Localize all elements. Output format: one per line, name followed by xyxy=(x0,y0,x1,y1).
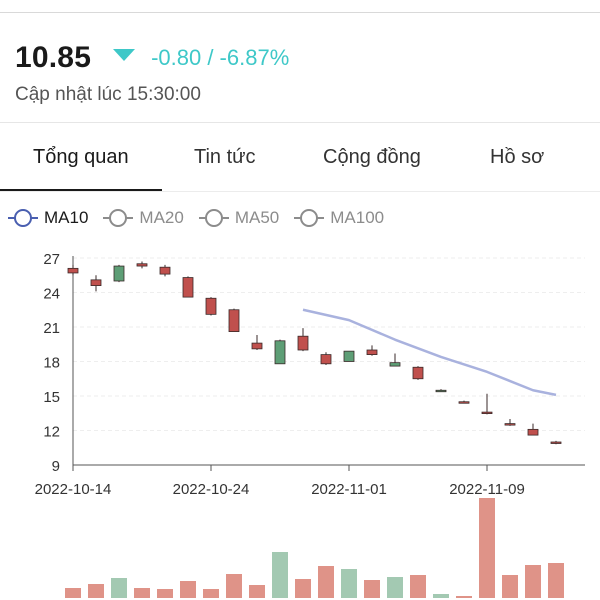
candle-body xyxy=(205,297,217,315)
tab-news[interactable]: Tin tức xyxy=(194,146,256,168)
volume-bar xyxy=(134,588,150,598)
y-tick-label: 21 xyxy=(43,320,60,337)
volume-bar xyxy=(295,579,311,598)
legend-marker-icon xyxy=(198,208,229,228)
volume-bar xyxy=(157,589,173,598)
tab-active-indicator xyxy=(0,189,162,192)
legend-label: MA20 xyxy=(139,208,184,227)
price-row: 10.85 -0.80 / -6.87% xyxy=(15,38,289,78)
tab-community[interactable]: Cộng đồng xyxy=(323,146,421,168)
header-divider xyxy=(0,122,600,123)
legend-marker-icon xyxy=(294,208,325,228)
price-change: -0.80 / -6.87% xyxy=(151,45,290,70)
price-chart[interactable]: 27 24 21 18 15 12 9 2022-10-14 2022-10-24 2022-11… xyxy=(0,240,600,600)
y-tick-label: 18 xyxy=(43,355,60,372)
volume-bar xyxy=(65,588,81,598)
down-arrow-icon xyxy=(113,49,136,61)
ma-legend: MA10 MA20 MA50 MA100 xyxy=(8,205,399,231)
candle-body xyxy=(550,441,562,444)
volume-bar xyxy=(548,563,564,598)
candle-body xyxy=(343,350,355,362)
volume-bar xyxy=(479,498,495,598)
legend-ma50[interactable]: MA50 xyxy=(198,208,280,228)
candle-body xyxy=(527,428,539,436)
legend-marker-icon xyxy=(103,208,134,228)
candle-body xyxy=(274,340,286,365)
ma10-line xyxy=(302,308,557,397)
legend-label: MA10 xyxy=(44,208,89,227)
legend-ma20[interactable]: MA20 xyxy=(103,208,184,228)
candle-body xyxy=(113,265,125,282)
y-tick-label: 12 xyxy=(43,424,60,441)
candle-body xyxy=(182,277,194,298)
volume-bar xyxy=(111,578,127,598)
volume-bar xyxy=(226,574,242,598)
legend-label: MA50 xyxy=(234,208,280,227)
x-tick-label: 2022-10-24 xyxy=(173,481,250,498)
volume-bar xyxy=(88,584,104,598)
volume-bar xyxy=(433,594,449,598)
candle-body xyxy=(320,354,332,365)
legend-label: MA100 xyxy=(330,208,385,227)
volume-bar xyxy=(502,575,518,598)
tab-overview[interactable]: Tổng quan xyxy=(33,146,129,168)
top-divider xyxy=(0,12,600,13)
x-tick-label: 2022-11-01 xyxy=(311,481,387,498)
legend-marker-icon xyxy=(8,208,38,228)
volume-bar xyxy=(249,585,265,598)
candle-body xyxy=(389,362,401,367)
x-tick-label: 2022-10-14 xyxy=(35,481,112,498)
candle-body xyxy=(136,263,148,267)
candle-body xyxy=(67,267,79,274)
candle-body xyxy=(435,389,447,393)
candle-body xyxy=(90,279,102,286)
tab-profile[interactable]: Hồ sơ xyxy=(490,146,545,168)
volume-bar xyxy=(203,589,219,598)
volume-bar xyxy=(272,552,288,598)
legend-ma100[interactable]: MA100 xyxy=(294,208,384,228)
candle-body xyxy=(481,411,493,415)
y-tick-label: 24 xyxy=(43,286,60,303)
x-tick-label: 2022-11-09 xyxy=(449,481,525,498)
tab-bar: Tổng quan Tin tức Cộng đồng Hồ sơ xyxy=(0,124,600,192)
updated-time: Cập nhật lúc 15:30:00 xyxy=(15,84,201,105)
volume-bar xyxy=(364,580,380,598)
volume-bar xyxy=(387,577,403,598)
volume-bar xyxy=(180,581,196,598)
candle-body xyxy=(458,401,470,404)
tabs-divider xyxy=(0,191,600,192)
y-tick-label: 15 xyxy=(43,389,60,406)
candle-body xyxy=(412,366,424,380)
volume-bar xyxy=(410,575,426,598)
volume-bar xyxy=(525,565,541,598)
candle-body xyxy=(366,349,378,355)
volume-bar xyxy=(318,566,334,598)
volume-bar xyxy=(456,596,472,598)
candle-body xyxy=(159,266,171,275)
candle-body xyxy=(251,342,263,350)
current-price: 10.85 xyxy=(15,41,92,74)
y-tick-label: 27 xyxy=(43,251,60,268)
legend-ma10[interactable]: MA10 xyxy=(8,208,88,228)
candle-body xyxy=(297,335,309,351)
volume-bar xyxy=(341,569,357,598)
candle-body xyxy=(504,423,516,426)
candle-body xyxy=(228,309,240,333)
y-tick-label: 9 xyxy=(52,458,60,475)
